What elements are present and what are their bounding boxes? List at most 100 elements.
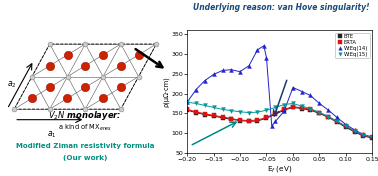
ERTA	[300, 107, 304, 109]
BTE	[353, 131, 357, 133]
BTE	[247, 120, 251, 122]
ERTA	[361, 134, 366, 136]
W:Eq(15)	[202, 104, 207, 106]
W:Eq(14)	[264, 57, 269, 59]
ERTA	[282, 108, 286, 111]
Y-axis label: ρ(μΩ·cm): ρ(μΩ·cm)	[163, 76, 170, 107]
ERTA	[202, 113, 207, 115]
BTE	[229, 118, 233, 120]
Line: W:Eq(15): W:Eq(15)	[185, 100, 374, 139]
Text: (Our work): (Our work)	[63, 155, 107, 161]
W:Eq(15)	[335, 120, 339, 122]
W:Eq(15)	[211, 106, 216, 108]
W:Eq(14)	[194, 89, 198, 91]
BTE	[194, 112, 198, 114]
W:Eq(14)	[291, 86, 295, 89]
BTE	[202, 114, 207, 116]
Line: W:Eq(14): W:Eq(14)	[185, 44, 374, 139]
W:Eq(14)	[270, 125, 274, 127]
BTE	[255, 120, 260, 122]
BTE	[308, 109, 313, 111]
W:Eq(15)	[370, 136, 375, 138]
W:Eq(15)	[194, 102, 198, 105]
BTE	[282, 109, 286, 111]
W:Eq(14)	[300, 90, 304, 93]
W:Eq(15)	[361, 134, 366, 136]
W:Eq(15)	[255, 111, 260, 113]
W:Eq(15)	[308, 108, 313, 110]
W:Eq(15)	[229, 109, 233, 112]
W:Eq(15)	[220, 108, 225, 111]
W:Eq(14)	[273, 120, 278, 122]
W:Eq(14)	[211, 73, 216, 76]
ERTA	[211, 114, 216, 116]
W:Eq(15)	[326, 115, 331, 118]
W:Eq(15)	[344, 125, 348, 127]
W:Eq(15)	[353, 130, 357, 132]
W:Eq(14)	[262, 45, 266, 47]
W:Eq(14)	[220, 69, 225, 71]
Line: ERTA: ERTA	[185, 105, 374, 139]
Text: Underlying reason: van Hove singularity!: Underlying reason: van Hove singularity!	[193, 3, 370, 12]
Text: a kind of MX$_{enes}$: a kind of MX$_{enes}$	[58, 122, 112, 133]
ERTA	[264, 116, 269, 118]
ERTA	[255, 119, 260, 121]
W:Eq(15)	[238, 111, 242, 113]
ERTA	[335, 120, 339, 122]
ERTA	[273, 112, 278, 114]
W:Eq(14)	[255, 49, 260, 51]
BTE	[264, 117, 269, 119]
Text: $V_2N$ monolayer:: $V_2N$ monolayer:	[48, 109, 122, 122]
ERTA	[308, 108, 313, 111]
W:Eq(14)	[202, 80, 207, 82]
W:Eq(15)	[300, 105, 304, 107]
ERTA	[317, 112, 322, 114]
W:Eq(14)	[326, 109, 331, 111]
ERTA	[353, 130, 357, 132]
BTE	[211, 115, 216, 117]
X-axis label: E$_f$ (eV): E$_f$ (eV)	[267, 164, 293, 174]
W:Eq(14)	[344, 123, 348, 125]
BTE	[185, 109, 189, 111]
BTE	[273, 113, 278, 115]
BTE	[370, 137, 375, 139]
W:Eq(15)	[291, 102, 295, 105]
BTE	[317, 112, 322, 114]
W:Eq(15)	[282, 104, 286, 106]
ERTA	[247, 120, 251, 122]
Text: Modified Ziman resistivity formula: Modified Ziman resistivity formula	[16, 143, 155, 149]
BTE	[291, 106, 295, 108]
BTE	[326, 116, 331, 118]
ERTA	[185, 108, 189, 111]
Text: $a_2$: $a_2$	[7, 79, 16, 90]
Legend: BTE, ERTA, W:Eq(14), W:Eq(15): BTE, ERTA, W:Eq(14), W:Eq(15)	[335, 33, 370, 58]
W:Eq(14)	[353, 129, 357, 131]
BTE	[344, 126, 348, 128]
W:Eq(15)	[247, 112, 251, 114]
ERTA	[229, 118, 233, 120]
ERTA	[291, 106, 295, 108]
ERTA	[194, 111, 198, 113]
W:Eq(14)	[335, 116, 339, 118]
BTE	[335, 121, 339, 123]
ERTA	[326, 115, 331, 118]
W:Eq(14)	[370, 136, 375, 138]
W:Eq(14)	[361, 133, 366, 136]
ERTA	[344, 125, 348, 128]
BTE	[220, 117, 225, 119]
BTE	[238, 120, 242, 122]
W:Eq(15)	[317, 112, 322, 114]
W:Eq(15)	[264, 109, 269, 111]
W:Eq(14)	[238, 71, 242, 73]
W:Eq(15)	[273, 106, 278, 108]
Line: BTE: BTE	[185, 105, 374, 140]
W:Eq(14)	[247, 65, 251, 67]
ERTA	[370, 136, 375, 138]
ERTA	[238, 119, 242, 121]
W:Eq(14)	[308, 95, 313, 97]
BTE	[361, 135, 366, 137]
Text: $a_1$: $a_1$	[47, 129, 56, 140]
W:Eq(14)	[229, 69, 233, 71]
W:Eq(15)	[185, 101, 189, 103]
ERTA	[220, 116, 225, 118]
